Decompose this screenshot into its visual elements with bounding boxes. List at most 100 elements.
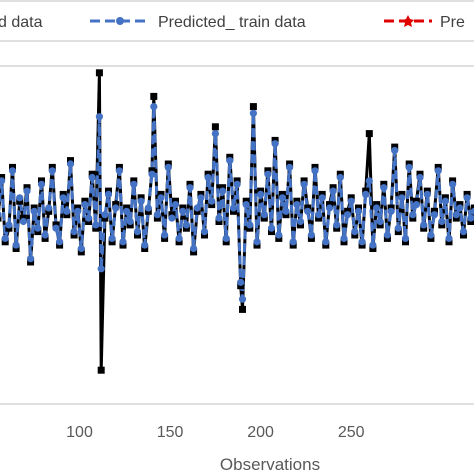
data-point-predicted bbox=[123, 207, 131, 215]
data-point-predicted bbox=[52, 224, 60, 232]
data-point-predicted bbox=[340, 234, 348, 242]
data-point-predicted bbox=[365, 177, 373, 185]
legend-marker-predicted-train-icon bbox=[116, 17, 124, 25]
data-point-predicted bbox=[354, 207, 363, 215]
data-point-actual bbox=[365, 130, 373, 138]
data-point-actual bbox=[150, 92, 158, 100]
data-point-predicted bbox=[233, 180, 241, 188]
data-point-predicted bbox=[70, 228, 78, 236]
data-point-predicted bbox=[104, 190, 113, 198]
x-axis-title: Observations bbox=[220, 455, 320, 474]
x-tick-label: 250 bbox=[338, 424, 365, 441]
data-point-predicted bbox=[175, 234, 183, 242]
data-point-predicted bbox=[190, 244, 198, 253]
data-point-predicted bbox=[182, 221, 190, 229]
data-point-predicted bbox=[144, 204, 152, 212]
x-tick-label: 200 bbox=[247, 424, 274, 441]
data-point-predicted bbox=[282, 207, 290, 215]
data-point-predicted bbox=[358, 238, 366, 246]
data-point-predicted bbox=[275, 231, 283, 239]
data-point-predicted bbox=[416, 173, 424, 182]
data-point-predicted bbox=[430, 211, 439, 219]
data-point-predicted bbox=[208, 197, 216, 205]
data-point-predicted bbox=[19, 217, 27, 226]
legend-label-predicted-test: Pre bbox=[440, 14, 465, 31]
data-point-predicted bbox=[97, 265, 105, 273]
data-point-predicted bbox=[278, 194, 286, 202]
data-point-actual bbox=[470, 204, 474, 212]
data-point-predicted bbox=[45, 204, 53, 212]
data-point-predicted bbox=[41, 231, 49, 239]
data-point-predicted bbox=[438, 217, 446, 226]
data-point-predicted bbox=[150, 103, 158, 111]
data-point-predicted bbox=[153, 211, 161, 219]
data-point-predicted bbox=[304, 207, 312, 215]
data-point-predicted bbox=[229, 204, 238, 212]
data-point-predicted bbox=[420, 221, 428, 229]
data-point-predicted bbox=[48, 167, 56, 175]
data-point-predicted bbox=[463, 194, 471, 202]
data-point-predicted bbox=[423, 190, 431, 198]
data-point-predicted bbox=[383, 231, 391, 239]
data-point-predicted bbox=[63, 207, 71, 215]
data-point-predicted bbox=[16, 194, 24, 202]
data-point-predicted bbox=[380, 184, 388, 192]
data-point-predicted bbox=[30, 207, 38, 215]
data-point-predicted bbox=[133, 228, 142, 236]
legend-item-actual: d data bbox=[0, 14, 43, 31]
data-point-predicted bbox=[95, 113, 103, 121]
data-point-predicted bbox=[193, 204, 201, 212]
data-point-predicted bbox=[401, 234, 410, 242]
data-point-predicted bbox=[329, 187, 337, 195]
data-point-predicted bbox=[157, 194, 165, 202]
data-point-predicted bbox=[369, 241, 377, 249]
data-point-predicted bbox=[445, 234, 453, 242]
data-point-predicted bbox=[347, 197, 355, 205]
data-point-actual bbox=[211, 123, 219, 131]
data-point-predicted bbox=[376, 217, 384, 226]
data-point-predicted bbox=[77, 244, 85, 253]
data-point-predicted bbox=[293, 201, 301, 209]
data-point-actual bbox=[0, 214, 2, 222]
data-point-predicted bbox=[59, 194, 67, 202]
data-point-predicted bbox=[115, 167, 123, 175]
data-point-predicted bbox=[318, 194, 326, 202]
data-point-predicted bbox=[289, 238, 297, 246]
data-point-actual bbox=[239, 305, 246, 313]
data-point-predicted bbox=[101, 211, 109, 219]
data-point-predicted bbox=[34, 224, 42, 232]
data-point-predicted bbox=[459, 228, 468, 236]
data-point-predicted bbox=[351, 228, 359, 236]
data-point-predicted bbox=[88, 173, 96, 182]
data-point-predicted bbox=[452, 211, 460, 219]
data-point-predicted bbox=[391, 146, 399, 155]
data-point-predicted bbox=[164, 163, 172, 171]
legend-item-predicted-train: Predicted_ train data bbox=[90, 14, 306, 31]
data-point-predicted bbox=[171, 201, 180, 209]
data-point-predicted bbox=[286, 163, 294, 171]
data-point-predicted bbox=[441, 197, 449, 205]
data-point-predicted bbox=[119, 238, 127, 246]
data-point-predicted bbox=[137, 197, 145, 205]
legend-item-predicted-test: Pre bbox=[384, 14, 465, 31]
series-layer bbox=[0, 69, 474, 374]
data-point-predicted bbox=[168, 214, 176, 222]
data-point-predicted bbox=[271, 140, 279, 148]
data-point-predicted bbox=[394, 224, 402, 232]
data-point-actual bbox=[249, 103, 257, 111]
data-point-predicted bbox=[126, 217, 134, 226]
data-point-predicted bbox=[238, 295, 247, 303]
legend-label-predicted-train: Predicted_ train data bbox=[158, 14, 306, 31]
data-point-predicted bbox=[456, 204, 464, 212]
data-point-predicted bbox=[398, 194, 406, 202]
x-tick-labels: 100 150 200 250 bbox=[66, 424, 364, 441]
data-point-predicted bbox=[434, 167, 442, 175]
data-point-predicted bbox=[325, 204, 334, 212]
data-point-predicted bbox=[387, 207, 395, 215]
data-point-predicted bbox=[0, 211, 2, 218]
data-point-predicted bbox=[148, 170, 156, 178]
data-point-predicted bbox=[267, 224, 276, 232]
data-point-actual bbox=[97, 366, 105, 374]
data-point-predicted bbox=[253, 238, 261, 246]
data-point-predicted bbox=[427, 231, 435, 239]
